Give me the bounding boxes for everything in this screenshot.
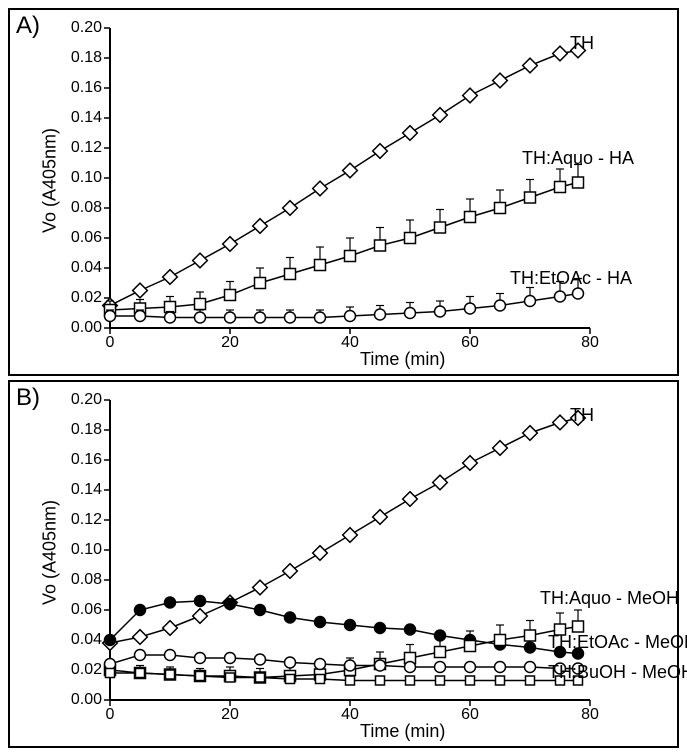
y-tick-label: 0.06 <box>62 601 102 619</box>
x-tick-label: 60 <box>458 706 482 724</box>
panel-a-ylabel: Vo (A405nm) <box>40 121 61 241</box>
y-tick-label: 0.00 <box>62 691 102 709</box>
panel-b-letter: B) <box>16 384 40 412</box>
y-tick-label: 0.18 <box>62 49 102 67</box>
y-tick-label: 0.14 <box>62 109 102 127</box>
y-tick-label: 0.10 <box>62 169 102 187</box>
series-label: TH <box>570 33 594 54</box>
y-tick-label: 0.00 <box>62 319 102 337</box>
x-tick-label: 80 <box>578 334 602 352</box>
y-tick-label: 0.10 <box>62 541 102 559</box>
y-tick-label: 0.18 <box>62 421 102 439</box>
y-tick-label: 0.08 <box>62 199 102 217</box>
panel-b-xlabel: Time (min) <box>360 721 445 742</box>
y-tick-label: 0.14 <box>62 481 102 499</box>
x-tick-label: 60 <box>458 334 482 352</box>
y-tick-label: 0.02 <box>62 661 102 679</box>
figure: A) Vo (A405nm) Time (min) 0204060800.000… <box>0 0 687 756</box>
series-label: TH:EtOAc - MeOH <box>548 632 687 653</box>
x-tick-label: 20 <box>218 334 242 352</box>
y-tick-label: 0.02 <box>62 289 102 307</box>
x-tick-label: 40 <box>338 706 362 724</box>
panel-b: B) Vo (A405nm) Time (min) 0204060800.000… <box>8 380 679 748</box>
x-tick-label: 80 <box>578 706 602 724</box>
y-tick-label: 0.12 <box>62 139 102 157</box>
y-tick-label: 0.20 <box>62 19 102 37</box>
panel-a-plot: 0204060800.000.020.040.060.080.100.120.1… <box>110 28 650 328</box>
series-label: TH:BuOH - MeOH <box>548 662 687 683</box>
panel-a-xlabel: Time (min) <box>360 349 445 370</box>
series-label: TH:Aquo - MeOH <box>540 588 679 609</box>
x-tick-label: 40 <box>338 334 362 352</box>
y-tick-label: 0.04 <box>62 631 102 649</box>
panel-a: A) Vo (A405nm) Time (min) 0204060800.000… <box>8 8 679 376</box>
y-tick-label: 0.04 <box>62 259 102 277</box>
y-tick-label: 0.20 <box>62 391 102 409</box>
y-tick-label: 0.16 <box>62 79 102 97</box>
series-label: TH <box>570 405 594 426</box>
y-tick-label: 0.16 <box>62 451 102 469</box>
panel-b-ylabel: Vo (A405nm) <box>40 493 61 613</box>
series-label: TH:Aquo - HA <box>522 148 634 169</box>
series-label: TH:EtOAc - HA <box>510 268 632 289</box>
panel-a-letter: A) <box>16 12 40 40</box>
y-tick-label: 0.08 <box>62 571 102 589</box>
y-tick-label: 0.12 <box>62 511 102 529</box>
x-tick-label: 20 <box>218 706 242 724</box>
y-tick-label: 0.06 <box>62 229 102 247</box>
panel-b-plot: 0204060800.000.020.040.060.080.100.120.1… <box>110 400 650 700</box>
